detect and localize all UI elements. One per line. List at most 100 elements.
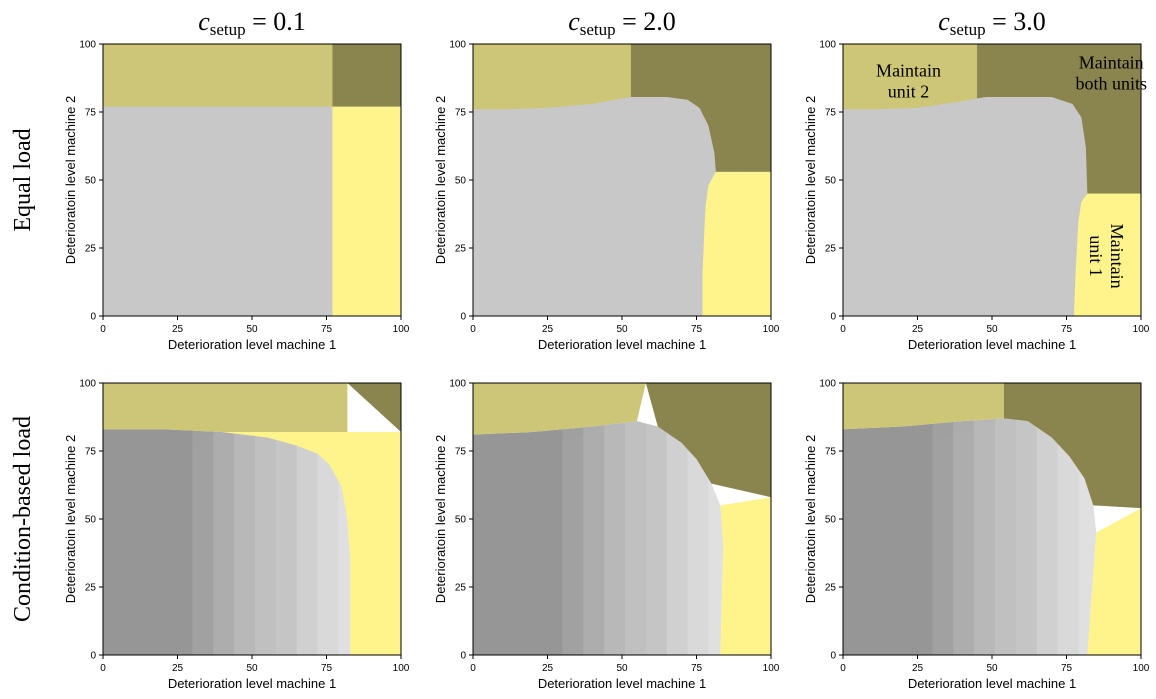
y-axis-label: Deterioratoin level machine 2 bbox=[803, 435, 818, 603]
y-tick-label: 0 bbox=[90, 651, 96, 662]
maintain-unit2-region bbox=[103, 44, 333, 107]
y-tick-label: 75 bbox=[85, 447, 97, 458]
y-tick-label: 0 bbox=[830, 312, 836, 323]
x-tick-label: 25 bbox=[172, 324, 184, 335]
x-tick-label: 50 bbox=[246, 663, 258, 674]
row-label-0: Equal load bbox=[10, 128, 36, 231]
continue-band bbox=[473, 383, 563, 655]
y-axis-label: Deterioratoin level machine 2 bbox=[803, 96, 818, 264]
maintain-unit1-region bbox=[702, 171, 771, 316]
plot-area bbox=[103, 44, 401, 316]
x-tick-label: 75 bbox=[691, 663, 703, 674]
row-label-1: Condition-based load bbox=[10, 416, 36, 622]
plot-area bbox=[843, 44, 1141, 316]
x-axis-label: Deterioration level machine 1 bbox=[908, 337, 1076, 352]
y-axis-label: Deterioratoin level machine 2 bbox=[433, 96, 448, 264]
y-tick-label: 100 bbox=[449, 379, 466, 390]
x-axis-label: Deterioration level machine 1 bbox=[538, 676, 706, 691]
x-tick-label: 25 bbox=[912, 324, 924, 335]
maintain-unit1-region bbox=[1087, 508, 1141, 655]
x-tick-label: 0 bbox=[470, 663, 476, 674]
panel-1-0: 0 25 50 75 100 0 25 50 75 100 Deterioration level … bbox=[63, 379, 410, 692]
maintain-both-region bbox=[347, 383, 401, 432]
x-tick-label: 75 bbox=[321, 324, 333, 335]
panels: 0 25 50 75 100 0 25 50 75 100 Deterioration level … bbox=[63, 40, 1150, 692]
maintain-both-region bbox=[332, 44, 401, 107]
y-tick-label: 50 bbox=[825, 176, 837, 187]
panel-1-2: 0 25 50 75 100 0 25 50 75 100 Deterioration level … bbox=[803, 379, 1150, 692]
x-tick-label: 100 bbox=[763, 324, 780, 335]
x-tick-label: 75 bbox=[1061, 663, 1073, 674]
x-axis-label: Deterioration level machine 1 bbox=[538, 337, 706, 352]
continue-band bbox=[843, 383, 933, 655]
maintain-unit2-region bbox=[473, 383, 646, 435]
y-tick-label: 100 bbox=[79, 379, 96, 390]
x-axis-label: Deterioration level machine 1 bbox=[168, 676, 336, 691]
y-tick-label: 0 bbox=[90, 312, 96, 323]
maintain-unit1-region bbox=[720, 497, 771, 655]
x-tick-label: 0 bbox=[100, 324, 106, 335]
y-axis-label: Deterioratoin level machine 2 bbox=[433, 435, 448, 603]
x-tick-label: 50 bbox=[616, 663, 628, 674]
maintain-unit2-region bbox=[473, 44, 631, 110]
y-tick-label: 25 bbox=[85, 583, 97, 594]
maintain-unit2-region bbox=[103, 383, 348, 519]
x-tick-label: 25 bbox=[542, 663, 554, 674]
maintain-unit1-region bbox=[222, 431, 401, 655]
panel-0-1: 0 25 50 75 100 0 25 50 75 100 Deterioration level … bbox=[433, 40, 780, 353]
x-tick-label: 25 bbox=[912, 663, 924, 674]
x-tick-label: 0 bbox=[840, 663, 846, 674]
x-tick-label: 75 bbox=[691, 324, 703, 335]
panel-0-0: 0 25 50 75 100 0 25 50 75 100 Deterioration level … bbox=[63, 40, 410, 353]
panel-0-2: Maintain unit 2 Maintain both units Maintain… bbox=[803, 40, 1150, 353]
maintain-unit2-region bbox=[843, 383, 1004, 430]
plot-area bbox=[103, 383, 401, 655]
column-title-0: csetup = 0.1 bbox=[198, 7, 306, 39]
annotation-1: Maintain both units bbox=[1075, 52, 1147, 93]
y-tick-label: 50 bbox=[455, 176, 467, 187]
maintain-both-region bbox=[1003, 383, 1141, 509]
continue-band bbox=[103, 383, 193, 655]
panel-1-1: 0 25 50 75 100 0 25 50 75 100 Deterioration level … bbox=[433, 379, 780, 692]
plot-area bbox=[473, 383, 771, 655]
y-tick-label: 50 bbox=[825, 515, 837, 526]
y-tick-label: 50 bbox=[85, 176, 97, 187]
annotation-0: Maintain unit 2 bbox=[876, 61, 941, 102]
maintain-unit1-region bbox=[332, 106, 401, 316]
y-tick-label: 100 bbox=[449, 40, 466, 51]
x-tick-label: 0 bbox=[470, 324, 476, 335]
y-tick-label: 75 bbox=[825, 108, 837, 119]
y-tick-label: 50 bbox=[85, 515, 97, 526]
y-tick-label: 25 bbox=[85, 244, 97, 255]
plot-area bbox=[473, 44, 771, 316]
x-tick-label: 75 bbox=[1061, 324, 1073, 335]
x-tick-label: 50 bbox=[246, 324, 258, 335]
y-axis-label: Deterioratoin level machine 2 bbox=[63, 96, 78, 264]
y-tick-label: 25 bbox=[455, 244, 467, 255]
y-tick-label: 25 bbox=[825, 244, 837, 255]
maintain-both-region bbox=[645, 383, 771, 498]
y-tick-label: 50 bbox=[455, 515, 467, 526]
maintain-unit2-region bbox=[843, 44, 978, 110]
x-axis-label: Deterioration level machine 1 bbox=[908, 676, 1076, 691]
x-tick-label: 0 bbox=[840, 324, 846, 335]
maintain-unit1-region bbox=[1073, 193, 1141, 316]
x-tick-label: 50 bbox=[986, 663, 998, 674]
annotation-2: Maintainunit 1 bbox=[1086, 224, 1127, 289]
x-tick-label: 100 bbox=[763, 663, 780, 674]
x-tick-label: 75 bbox=[321, 663, 333, 674]
y-tick-label: 75 bbox=[85, 108, 97, 119]
x-tick-label: 100 bbox=[393, 663, 410, 674]
x-tick-label: 25 bbox=[172, 663, 184, 674]
x-tick-label: 100 bbox=[393, 324, 410, 335]
y-tick-label: 100 bbox=[819, 379, 836, 390]
x-axis-label: Deterioration level machine 1 bbox=[168, 337, 336, 352]
x-tick-label: 100 bbox=[1133, 663, 1150, 674]
x-tick-label: 50 bbox=[986, 324, 998, 335]
maintain-both-region bbox=[630, 44, 771, 172]
y-tick-label: 25 bbox=[825, 583, 837, 594]
x-tick-label: 50 bbox=[616, 324, 628, 335]
column-titles: csetup = 0.1 csetup = 2.0 csetup = 3.0 bbox=[198, 7, 1046, 39]
x-tick-label: 0 bbox=[100, 663, 106, 674]
